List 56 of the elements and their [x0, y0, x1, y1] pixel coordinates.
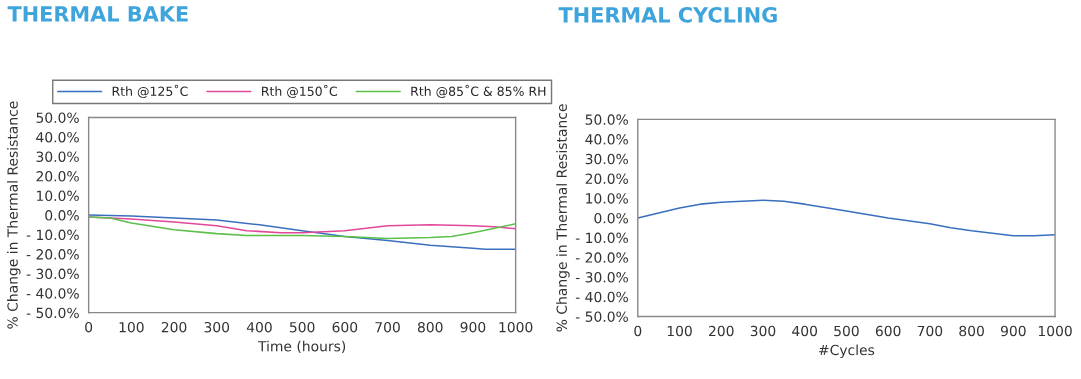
x-tick-label: 100 [119, 321, 144, 333]
x-tick-label: 500 [289, 321, 315, 333]
x-tick-label: 400 [246, 321, 272, 333]
y-tick-label: 30.0% [585, 153, 628, 165]
x-tick-label: 300 [204, 321, 230, 333]
line-series [88, 216, 516, 240]
x-tick-label: 700 [917, 325, 943, 337]
y-tick-label: - 10.0% [26, 229, 79, 241]
x-axis-title: Time (hours) [257, 340, 346, 354]
y-tick-label: 50.0% [36, 112, 79, 123]
y-tick-label: 50.0% [585, 114, 628, 125]
x-tick-label: 300 [750, 325, 776, 337]
x-tick-label: 800 [959, 325, 984, 337]
y-tick-label: 10.0% [586, 193, 628, 204]
y-tick-label: - 20.0% [26, 249, 79, 260]
legend-label: Rth @85˚C & 85% RH [411, 84, 546, 99]
x-tick-label: 500 [834, 325, 859, 337]
legend-label: Rth @125˚C [112, 84, 188, 99]
y-tick-label: 0.0% [594, 212, 628, 224]
x-tick-label: 0 [634, 325, 642, 337]
line-series [88, 214, 516, 251]
x-tick-label: 800 [417, 321, 443, 333]
y-tick-label: 40.0% [585, 134, 628, 145]
x-tick-label: 600 [875, 325, 901, 337]
y-tick-label: 0.0% [45, 210, 79, 221]
y-tick-label: - 20.0% [575, 252, 628, 263]
x-tick-label: 600 [332, 321, 358, 333]
chart-title: THERMAL CYCLING [558, 6, 777, 23]
x-tick-label: 100 [667, 325, 692, 337]
x-tick-label: 900 [460, 321, 486, 333]
x-axis-title: #Cycles [819, 344, 875, 358]
x-tick-label: 1000 [499, 321, 533, 333]
x-tick-label: 0 [85, 321, 93, 333]
legend-label: Rth @150˚C [262, 84, 337, 99]
y-axis-title: % Change in Thermal Resistance [7, 101, 21, 329]
y-tick-label: 30.0% [36, 151, 79, 162]
y-tick-label: 20.0% [36, 171, 79, 182]
y-tick-label: - 50.0% [575, 311, 628, 322]
y-tick-label: - 10.0% [575, 232, 628, 244]
x-tick-label: 1000 [1038, 325, 1072, 337]
x-tick-label: 900 [1000, 325, 1026, 337]
y-tick-label: 10.0% [37, 190, 79, 202]
y-tick-label: 40.0% [36, 131, 79, 143]
y-tick-label: 20.0% [585, 173, 628, 184]
y-tick-label: - 40.0% [575, 291, 628, 303]
x-tick-label: 200 [161, 321, 187, 333]
x-tick-label: 700 [375, 321, 400, 333]
y-tick-label: - 50.0% [26, 307, 79, 319]
chart-title: THERMAL BAKE [7, 6, 188, 22]
y-axis-title: % Change in Thermal Resistance [556, 104, 570, 332]
y-tick-label: - 40.0% [26, 288, 79, 299]
y-tick-label: - 30.0% [26, 268, 79, 280]
y-tick-label: - 30.0% [575, 272, 628, 283]
line-series [637, 199, 1056, 237]
x-tick-label: 400 [792, 325, 818, 337]
x-tick-label: 200 [709, 325, 734, 337]
